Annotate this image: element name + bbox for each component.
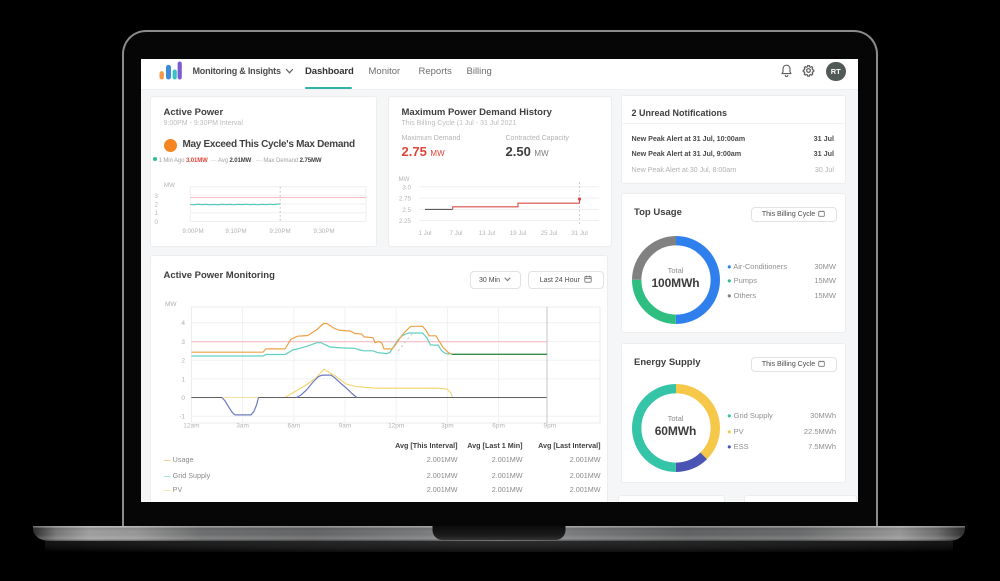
- svg-text:4: 4: [181, 320, 185, 327]
- svg-text:0: 0: [181, 395, 185, 402]
- svg-text:9:00PM: 9:00PM: [182, 228, 203, 235]
- svg-text:9pm: 9pm: [543, 422, 556, 429]
- svg-text:31 Jul: 31 Jul: [571, 230, 588, 237]
- svg-text:3: 3: [154, 192, 158, 199]
- svg-text:9am: 9am: [338, 422, 351, 429]
- svg-text:13 Jul: 13 Jul: [478, 230, 495, 237]
- svg-text:3: 3: [181, 338, 185, 345]
- svg-text:1 Jul: 1 Jul: [418, 230, 431, 237]
- svg-text:3pm: 3pm: [441, 422, 454, 429]
- svg-text:25 Jul: 25 Jul: [540, 230, 557, 237]
- svg-text:-1: -1: [179, 413, 185, 420]
- svg-text:2.25: 2.25: [398, 218, 411, 225]
- svg-text:12pm: 12pm: [388, 422, 404, 429]
- svg-text:2: 2: [181, 357, 185, 364]
- svg-text:2: 2: [154, 201, 158, 208]
- svg-text:3.0: 3.0: [402, 184, 411, 191]
- svg-text:3am: 3am: [236, 422, 249, 429]
- svg-text:6pm: 6pm: [492, 422, 505, 429]
- svg-text:1: 1: [181, 376, 185, 383]
- svg-text:2.5: 2.5: [402, 206, 411, 213]
- svg-text:1: 1: [154, 210, 158, 217]
- svg-text:MW: MW: [398, 176, 409, 183]
- svg-text:7 Jul: 7 Jul: [449, 230, 462, 237]
- svg-text:12am: 12am: [183, 422, 199, 429]
- svg-text:6am: 6am: [287, 422, 300, 429]
- svg-text:9:30PM: 9:30PM: [313, 228, 334, 235]
- svg-text:19 Jul: 19 Jul: [509, 230, 526, 237]
- svg-text:2.75: 2.75: [398, 195, 411, 202]
- svg-text:MW: MW: [164, 182, 175, 189]
- svg-text:0: 0: [154, 218, 158, 225]
- svg-text:9:10PM: 9:10PM: [225, 228, 246, 235]
- svg-text:9:20PM: 9:20PM: [269, 228, 290, 235]
- svg-text:MW: MW: [165, 301, 177, 308]
